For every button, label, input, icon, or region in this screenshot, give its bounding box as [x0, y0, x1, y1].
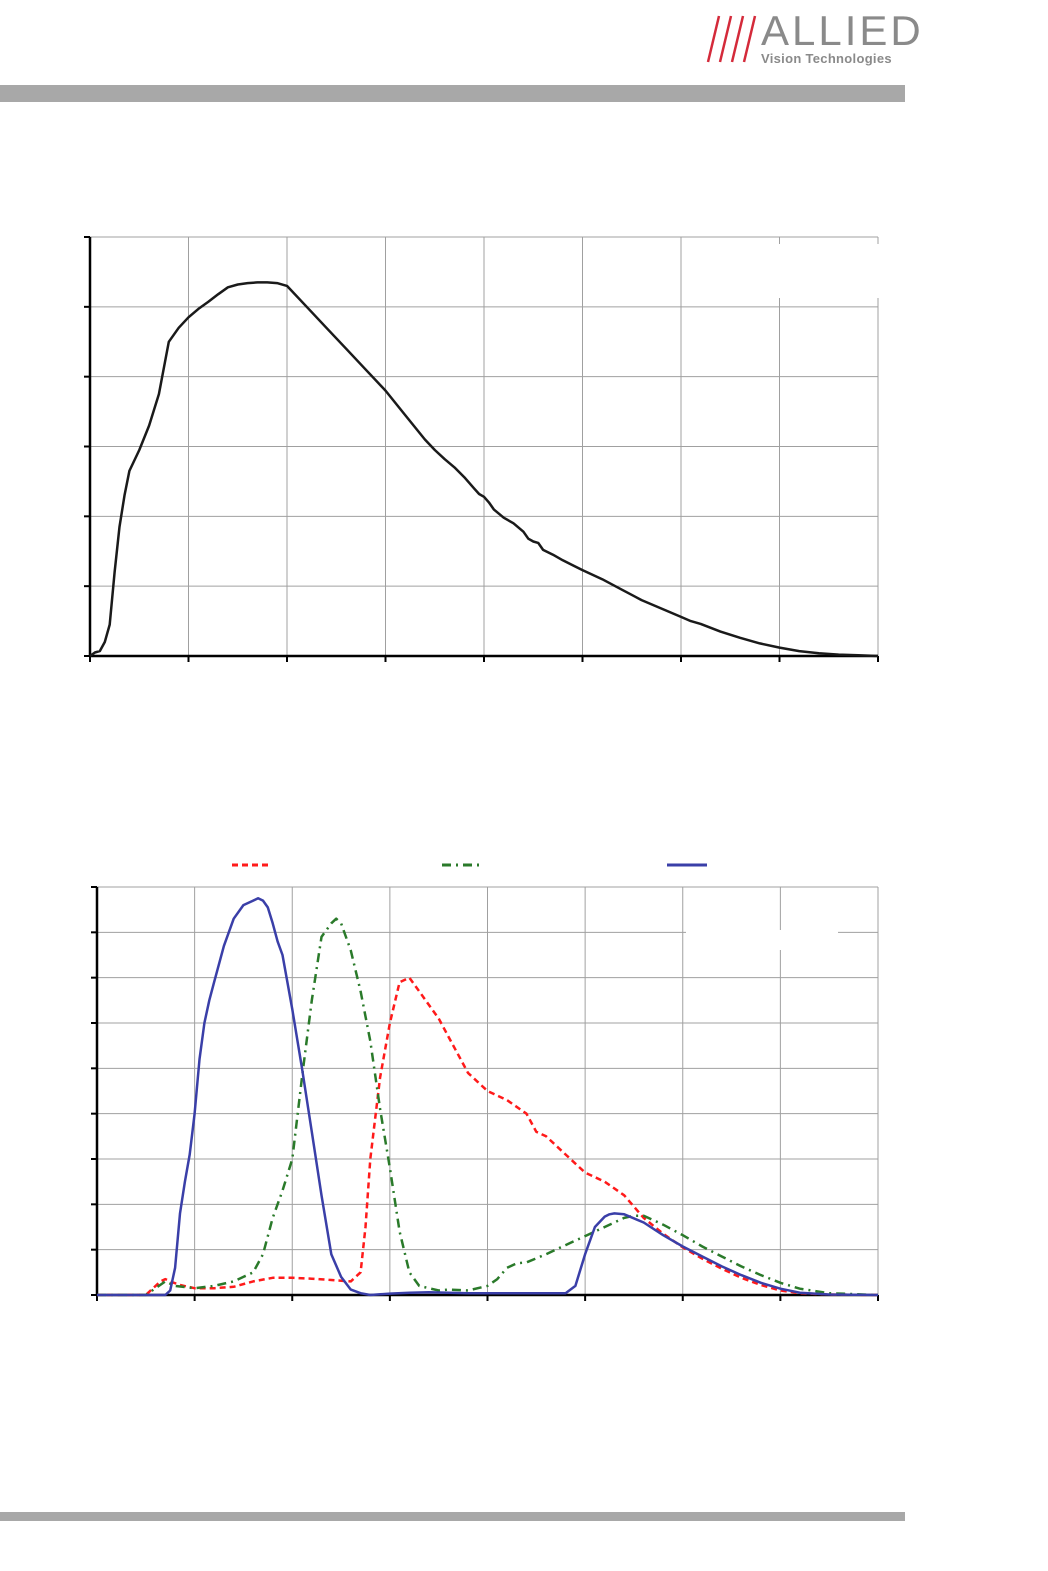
spectral-sensitivity-chart [84, 236, 880, 662]
logo-brand-text: ALLIED [761, 7, 924, 54]
legend-blank-area [686, 930, 838, 950]
footer-divider-bar [0, 1512, 905, 1521]
series-line-3 [97, 897, 879, 1297]
header-divider-bar [0, 85, 905, 102]
logo-subtitle-text: Vision Technologies [761, 51, 892, 66]
rgb-spectral-sensitivity-chart [91, 863, 879, 1301]
series-line-2 [97, 917, 879, 1297]
legend-blank-area [700, 244, 880, 298]
series-line-1 [89, 281, 879, 658]
logo-slashes-icon [706, 15, 757, 63]
allied-vision-logo: ALLIED Vision Technologies [706, 10, 921, 70]
